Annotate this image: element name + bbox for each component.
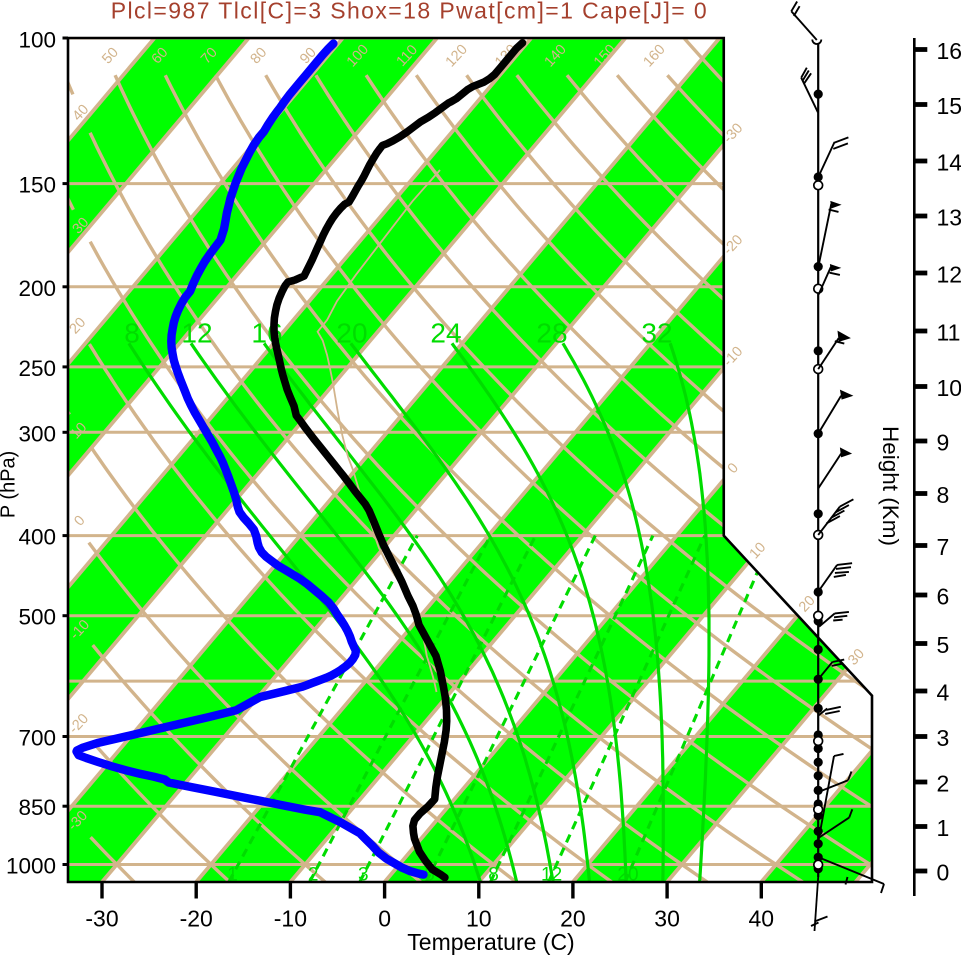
svg-text:500: 500 (18, 605, 56, 630)
svg-text:12: 12 (937, 262, 961, 288)
svg-text:-30: -30 (85, 906, 118, 932)
svg-text:28: 28 (536, 318, 567, 349)
svg-text:3: 3 (937, 725, 950, 751)
svg-text:100: 100 (18, 27, 56, 52)
svg-text:6: 6 (937, 584, 950, 610)
svg-text:11: 11 (937, 320, 961, 346)
svg-text:10: 10 (466, 906, 492, 932)
svg-text:20: 20 (336, 318, 367, 349)
svg-text:40: 40 (749, 906, 775, 932)
svg-text:20: 20 (560, 906, 586, 932)
svg-text:250: 250 (18, 356, 56, 381)
svg-text:0: 0 (937, 860, 950, 886)
svg-text:400: 400 (18, 525, 56, 550)
svg-text:700: 700 (18, 726, 56, 751)
svg-text:150: 150 (18, 173, 56, 198)
svg-text:8: 8 (937, 482, 950, 508)
svg-text:300: 300 (18, 421, 56, 446)
svg-text:-10: -10 (274, 906, 307, 932)
svg-text:P (hPa): P (hPa) (0, 451, 20, 518)
svg-text:2: 2 (937, 771, 950, 797)
svg-text:850: 850 (18, 795, 56, 820)
svg-text:13: 13 (937, 205, 961, 231)
svg-text:4: 4 (937, 680, 950, 706)
svg-text:24: 24 (430, 318, 461, 349)
svg-text:-20: -20 (180, 906, 213, 932)
svg-text:8: 8 (124, 318, 140, 349)
svg-text:0: 0 (378, 906, 391, 932)
svg-text:16: 16 (937, 38, 961, 64)
svg-text:Plcl=987 Tlcl[C]=3 Shox=18 Pwa: Plcl=987 Tlcl[C]=3 Shox=18 Pwat[cm]=1 Ca… (111, 0, 707, 24)
svg-text:Height (Km): Height (Km) (878, 426, 903, 546)
svg-text:10: 10 (937, 375, 961, 401)
svg-text:9: 9 (937, 430, 950, 456)
svg-text:Temperature (C): Temperature (C) (407, 929, 574, 955)
svg-text:14: 14 (937, 150, 961, 176)
svg-text:1000: 1000 (6, 854, 56, 879)
svg-text:7: 7 (937, 534, 950, 560)
svg-text:5: 5 (937, 632, 950, 658)
svg-text:32: 32 (641, 318, 672, 349)
svg-text:200: 200 (18, 276, 56, 301)
svg-text:30: 30 (654, 906, 680, 932)
svg-text:12: 12 (181, 318, 212, 349)
svg-text:1: 1 (937, 815, 950, 841)
svg-text:15: 15 (937, 93, 961, 119)
